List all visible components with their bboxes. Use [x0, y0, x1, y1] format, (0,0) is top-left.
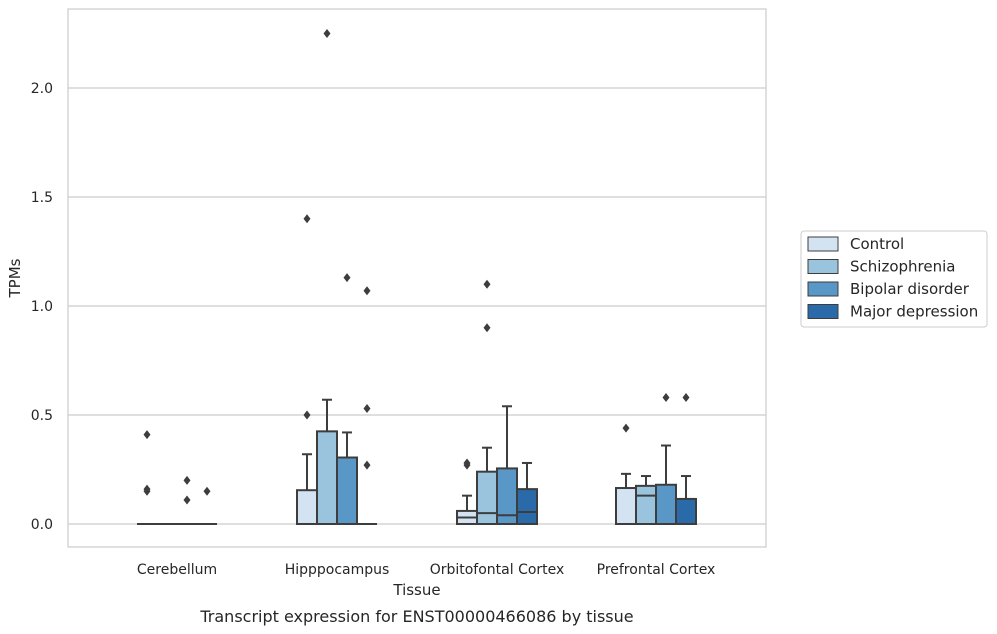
box-3-3 [675, 475, 697, 525]
outlier-point [622, 423, 630, 433]
outlier-point [463, 458, 471, 468]
box-body [296, 489, 318, 525]
box-body [655, 483, 677, 526]
box-body [615, 487, 637, 525]
legend-label: Bipolar disorder [850, 280, 970, 298]
x-tick-label: Hipppocampus [285, 562, 390, 578]
box-1-1 [316, 398, 338, 526]
outlier-point [143, 430, 151, 440]
legend-swatch [807, 281, 839, 297]
box-3-2 [655, 444, 677, 526]
outlier-point [363, 286, 371, 296]
legend-frame [800, 230, 988, 328]
outlier-point [662, 393, 670, 403]
outlier-point [183, 475, 191, 485]
outlier-point [682, 393, 690, 403]
y-tick-label: 1.5 [31, 190, 53, 206]
box-body [635, 484, 657, 526]
box-3-1 [635, 475, 657, 526]
legend-label: Schizophrenia [850, 258, 955, 276]
outlier-point [323, 29, 331, 38]
x-axis-label: Tissue [392, 581, 440, 599]
outlier-point [483, 279, 491, 289]
outlier-point [343, 273, 351, 283]
box-2-3 [516, 461, 538, 525]
outlier-point [483, 323, 491, 333]
box-1-0 [296, 453, 318, 525]
x-axis-ticks: Cerebellum Hipppocampus Orbitofontal Corte… [137, 562, 715, 578]
grid-lines [68, 87, 766, 525]
boxes [137, 398, 697, 526]
outlier-point [183, 495, 191, 505]
x-tick-label: Cerebellum [137, 562, 217, 578]
y-tick-label: 2.0 [31, 81, 53, 97]
legend-label: Major depression [850, 303, 978, 321]
y-axis-label: TPMs [6, 258, 24, 298]
outlier-point [303, 410, 311, 420]
box-2-0 [456, 494, 478, 526]
legend-swatch [807, 304, 839, 319]
box-2-1 [476, 446, 498, 525]
chart-caption: Transcript expression for ENST0000046608… [199, 607, 633, 626]
box-body [336, 456, 358, 526]
outlier-point [363, 403, 371, 413]
legend-swatch [807, 236, 839, 252]
legend: Control Schizophrenia Bipolar disorder Majo… [800, 230, 988, 328]
box-2-2 [496, 405, 518, 526]
box-1-2 [336, 431, 358, 526]
box-body [316, 430, 338, 526]
x-tick-label: Prefrontal Cortex [597, 562, 716, 578]
y-tick-label: 0.0 [31, 517, 53, 533]
outlier-point [363, 460, 371, 470]
outlier-point [203, 486, 211, 496]
box-body [516, 488, 538, 525]
y-tick-label: 0.5 [31, 408, 53, 424]
plot-area-frame [67, 8, 767, 548]
box-body [675, 497, 697, 525]
box-3-0 [615, 472, 637, 525]
legend-swatch [807, 259, 839, 274]
x-tick-label: Orbitofontal Cortex [430, 562, 565, 578]
outlier-point [143, 486, 151, 496]
legend-label: Control [850, 235, 904, 253]
y-tick-label: 1.0 [31, 299, 53, 315]
box-body [476, 470, 498, 525]
outliers [143, 29, 690, 505]
y-axis-ticks: 0.0 0.5 1.0 1.5 2.0 [31, 81, 53, 533]
outlier-point [303, 214, 311, 224]
